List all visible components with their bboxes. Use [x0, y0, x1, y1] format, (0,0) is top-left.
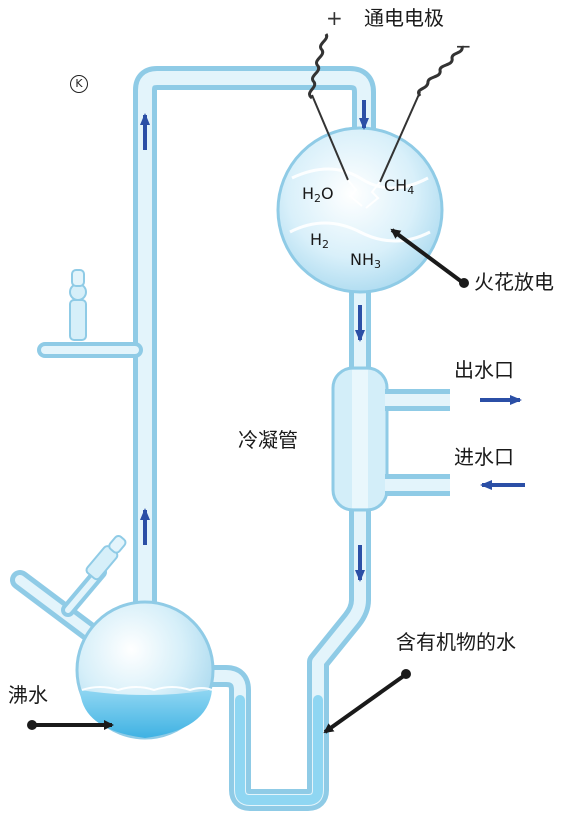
label-condenser: 冷凝管	[238, 428, 298, 452]
pointer-arrow-icon	[323, 673, 407, 734]
pointer-dot-spark	[459, 278, 469, 288]
chem-h2o: H2O	[302, 184, 334, 205]
minus-sign: −	[455, 34, 472, 58]
pointer-dot-organic-water	[401, 669, 411, 679]
electrode-label: 通电电极	[364, 6, 444, 30]
reaction-sphere	[276, 126, 444, 294]
electrode-wire-left	[311, 94, 349, 181]
coil-electrode-icon	[417, 45, 464, 97]
spark-icon	[365, 181, 381, 209]
k-mark: K	[70, 75, 88, 93]
label-spark-discharge: 火花放电	[474, 270, 554, 294]
label-organic-water: 含有机物的水	[396, 630, 516, 654]
chem-h2: H2	[310, 230, 330, 251]
flow-arrows	[140, 100, 525, 582]
organic-water-column	[235, 695, 323, 805]
chem-ch4: CH4	[384, 176, 415, 197]
boiling-flask	[75, 600, 215, 740]
stopcock-left	[69, 269, 87, 341]
pointer-arrows	[32, 228, 464, 734]
chem-nh3: NH3	[350, 250, 381, 271]
electrodes	[308, 33, 464, 209]
coil-electrode-icon	[308, 33, 329, 100]
plus-sign: +	[326, 6, 343, 30]
pointer-dot-boiling-water	[27, 720, 37, 730]
spark-icon	[347, 179, 363, 207]
condenser	[331, 366, 450, 512]
electrode-wire-right	[379, 91, 421, 183]
stopcock-flask	[85, 534, 127, 581]
pointer-arrow-icon	[390, 228, 464, 284]
label-water-inlet: 进水口	[454, 445, 514, 469]
label-water-outlet: 出水口	[454, 358, 514, 382]
label-boiling-water: 沸水	[8, 683, 48, 707]
